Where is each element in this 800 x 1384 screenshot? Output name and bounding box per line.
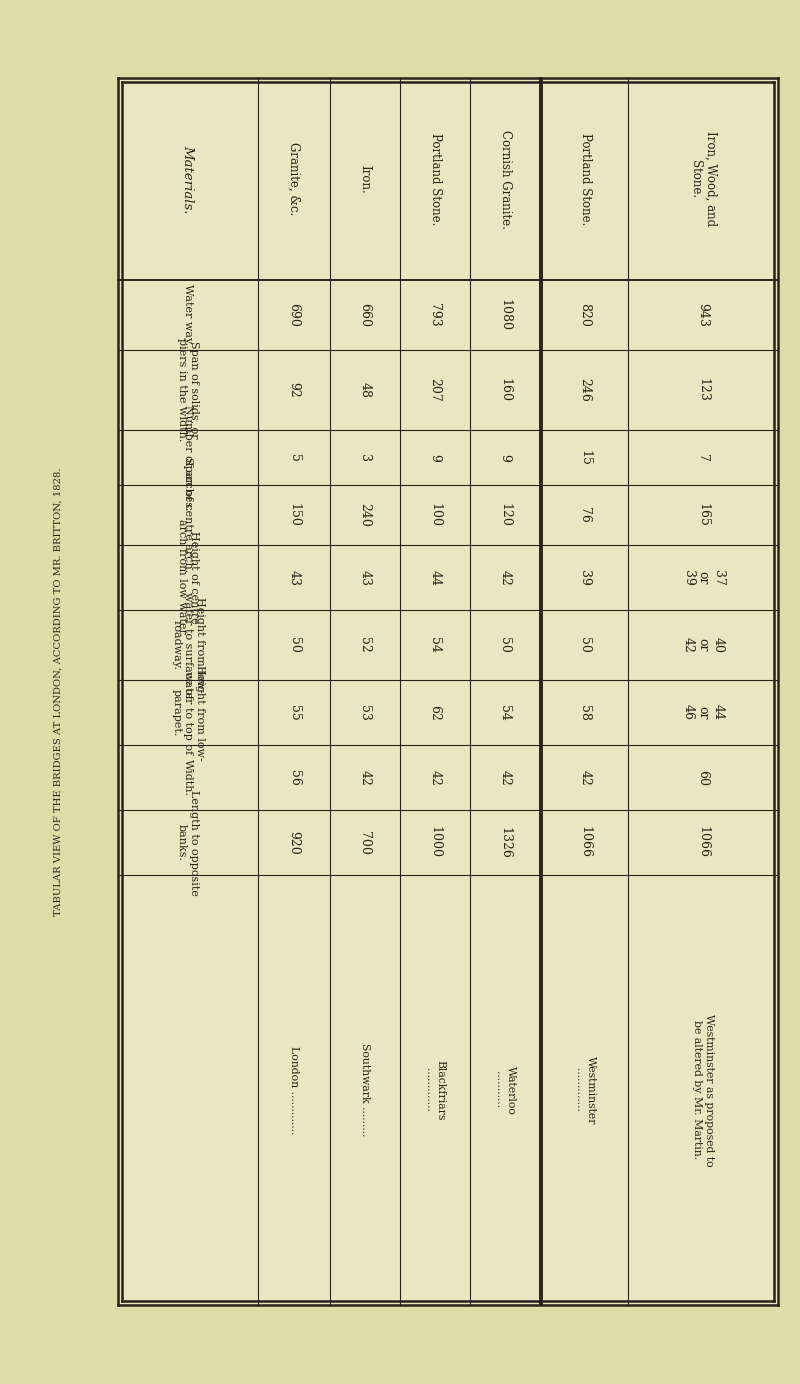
Text: 54: 54	[498, 704, 511, 721]
Text: 9: 9	[498, 454, 511, 461]
Text: 240: 240	[358, 502, 371, 527]
Text: Cornish Granite.: Cornish Granite.	[498, 130, 511, 228]
Text: 1000: 1000	[429, 826, 442, 858]
Text: Width.: Width.	[183, 758, 193, 796]
Text: 43: 43	[358, 569, 371, 585]
Text: 52: 52	[358, 637, 371, 653]
Text: 150: 150	[287, 502, 301, 527]
Text: 246: 246	[578, 378, 591, 401]
Text: 53: 53	[358, 704, 371, 721]
Text: 42: 42	[578, 770, 591, 786]
Text: 1080: 1080	[498, 299, 511, 331]
Text: Iron.: Iron.	[358, 165, 371, 194]
Text: 40
or
42: 40 or 42	[682, 637, 725, 653]
Text: Height from low-
water to top of
parapet.: Height from low- water to top of parapet…	[171, 664, 205, 760]
Text: 700: 700	[358, 830, 371, 854]
Text: 793: 793	[429, 303, 442, 327]
Text: 42: 42	[498, 770, 511, 786]
Text: 76: 76	[578, 507, 591, 523]
Text: 5: 5	[287, 454, 301, 461]
Text: Granite, &c.: Granite, &c.	[287, 143, 301, 216]
Text: 44: 44	[429, 569, 442, 585]
Text: 7: 7	[697, 454, 710, 461]
Text: 123: 123	[697, 378, 710, 401]
Text: Number of arches.: Number of arches.	[183, 404, 193, 511]
Text: 9: 9	[429, 454, 442, 461]
Text: 1066: 1066	[697, 826, 710, 858]
Text: Materials.: Materials.	[182, 145, 194, 213]
Text: London .............: London .............	[289, 1046, 299, 1135]
Text: 3: 3	[358, 454, 371, 461]
Text: 39: 39	[578, 570, 591, 585]
Text: 207: 207	[429, 378, 442, 401]
Text: Portland Stone.: Portland Stone.	[429, 133, 442, 226]
Text: Portland Stone.: Portland Stone.	[578, 133, 591, 226]
Text: 50: 50	[578, 637, 591, 653]
Text: Westminster as proposed to
be altered by Mr. Martin.: Westminster as proposed to be altered by…	[692, 1013, 714, 1167]
Text: Waterloo
...........: Waterloo ...........	[494, 1066, 516, 1114]
Text: 42: 42	[358, 770, 371, 786]
Text: 42: 42	[498, 570, 511, 585]
Bar	[540, 78, 542, 1305]
Text: 56: 56	[287, 770, 301, 786]
Text: 820: 820	[578, 303, 591, 327]
Text: 160: 160	[498, 378, 511, 401]
Text: 50: 50	[498, 637, 511, 653]
Text: Water way.: Water way.	[183, 284, 193, 346]
Text: Southwark .........: Southwark .........	[360, 1044, 370, 1136]
Text: Blackfriars
.............: Blackfriars .............	[424, 1060, 446, 1120]
Text: Span of centre arch.: Span of centre arch.	[183, 457, 193, 573]
Text: Iron, Wood, and
Stone.: Iron, Wood, and Stone.	[689, 131, 717, 227]
Text: 690: 690	[287, 303, 301, 327]
Text: 55: 55	[287, 704, 301, 721]
Text: Westminster
.............: Westminster .............	[574, 1056, 596, 1124]
Text: 920: 920	[287, 830, 301, 854]
Text: 1326: 1326	[498, 826, 511, 858]
Text: TABULAR VIEW OF THE BRIDGES AT LONDON, ACCORDING TO MR. BRITTON, 1828.: TABULAR VIEW OF THE BRIDGES AT LONDON, A…	[54, 468, 62, 916]
Text: 50: 50	[287, 637, 301, 653]
Text: 48: 48	[358, 382, 371, 399]
Text: Height of centre
arch from low water.: Height of centre arch from low water.	[178, 519, 199, 637]
Text: Span of solids, or
piers in the width.: Span of solids, or piers in the width.	[178, 338, 199, 441]
Text: 100: 100	[429, 502, 442, 527]
Text: 43: 43	[287, 569, 301, 585]
Text: 943: 943	[697, 303, 710, 327]
Text: 660: 660	[358, 303, 371, 327]
Text: 120: 120	[498, 502, 511, 527]
Text: 165: 165	[697, 502, 710, 527]
Bar	[118, 78, 778, 1305]
Text: 15: 15	[578, 450, 591, 465]
Text: 54: 54	[429, 637, 442, 653]
Text: 1066: 1066	[578, 826, 591, 858]
Text: Height from low-
water to surface of
roadway.: Height from low- water to surface of roa…	[171, 591, 205, 699]
Text: 42: 42	[429, 770, 442, 786]
Text: 44
or
46: 44 or 46	[682, 704, 725, 721]
Text: 92: 92	[287, 382, 301, 397]
Text: 62: 62	[429, 704, 442, 721]
Text: 58: 58	[578, 704, 591, 721]
Text: 37
or
39: 37 or 39	[682, 570, 725, 585]
Text: Length to opposite
banks.: Length to opposite banks.	[178, 789, 199, 895]
Text: 60: 60	[697, 770, 710, 786]
